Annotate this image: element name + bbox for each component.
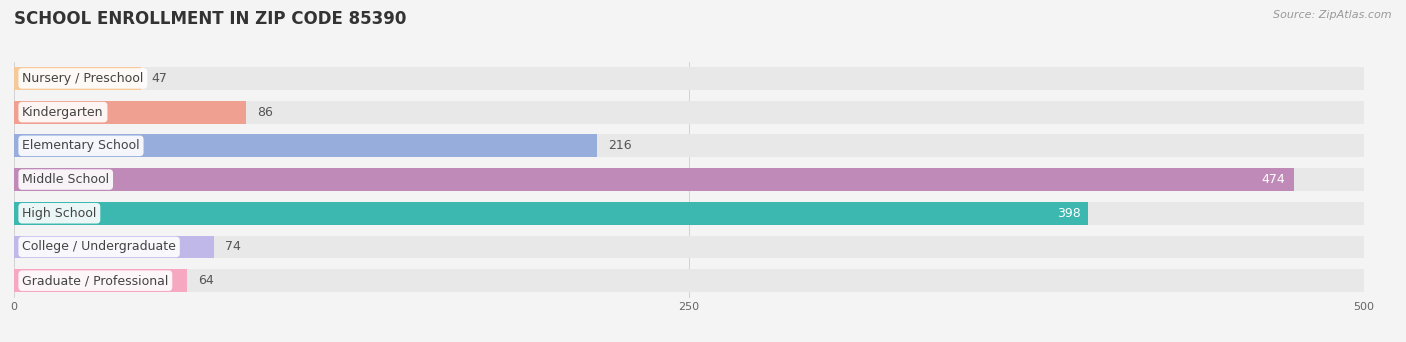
Text: Middle School: Middle School [22, 173, 110, 186]
Bar [14, 134, 1364, 157]
Text: 74: 74 [225, 240, 240, 253]
Text: Kindergarten: Kindergarten [22, 106, 104, 119]
Bar [14, 202, 1088, 225]
Bar [14, 67, 141, 90]
Text: Nursery / Preschool: Nursery / Preschool [22, 72, 143, 85]
Bar [14, 67, 1364, 90]
Text: College / Undergraduate: College / Undergraduate [22, 240, 176, 253]
Text: 47: 47 [152, 72, 167, 85]
Bar [14, 168, 1294, 191]
Bar [14, 101, 1364, 123]
Bar [14, 236, 214, 259]
Text: 64: 64 [198, 274, 214, 287]
Text: Elementary School: Elementary School [22, 139, 139, 152]
Bar [14, 269, 187, 292]
Text: Source: ZipAtlas.com: Source: ZipAtlas.com [1274, 10, 1392, 20]
Bar [14, 236, 1364, 259]
Bar [14, 269, 1364, 292]
Text: Graduate / Professional: Graduate / Professional [22, 274, 169, 287]
Bar [14, 134, 598, 157]
Bar [14, 202, 1364, 225]
Bar [14, 168, 1364, 191]
Text: 474: 474 [1261, 173, 1285, 186]
Text: High School: High School [22, 207, 97, 220]
Bar [14, 101, 246, 123]
Text: SCHOOL ENROLLMENT IN ZIP CODE 85390: SCHOOL ENROLLMENT IN ZIP CODE 85390 [14, 10, 406, 28]
Text: 216: 216 [607, 139, 631, 152]
Text: 398: 398 [1057, 207, 1080, 220]
Text: 86: 86 [257, 106, 273, 119]
